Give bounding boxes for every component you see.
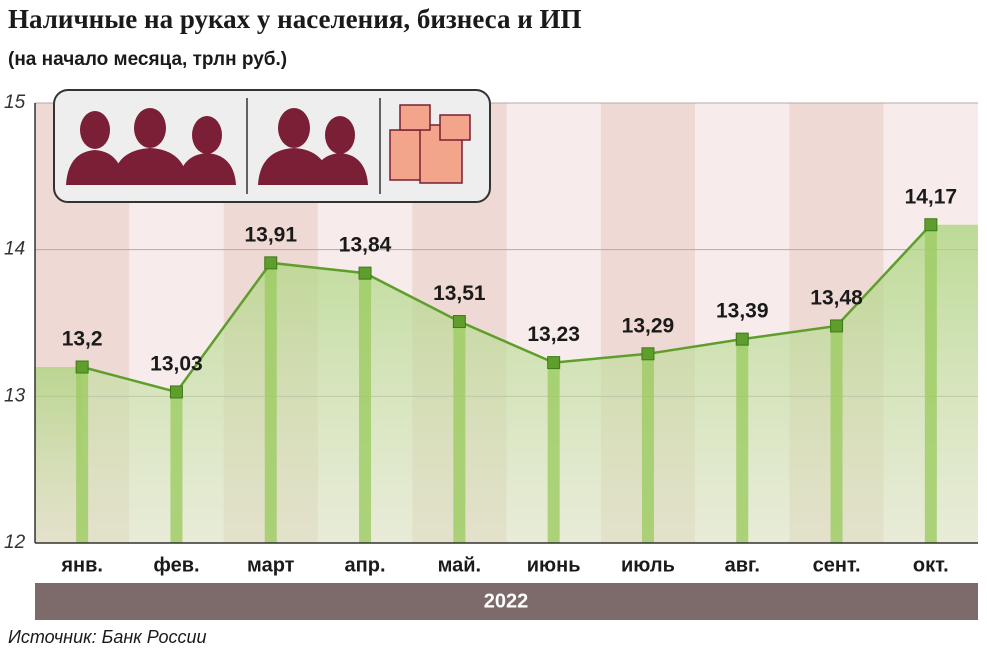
x-tick-label: июль bbox=[621, 554, 675, 576]
source: Источник: Банк России bbox=[8, 627, 207, 647]
drop-bar bbox=[641, 353, 654, 543]
area-edge bbox=[35, 367, 83, 543]
y-tick-label: 12 bbox=[4, 532, 26, 553]
marker bbox=[924, 218, 938, 232]
x-tick-label: апр. bbox=[345, 554, 386, 576]
value-label: 13,51 bbox=[433, 282, 486, 305]
area bbox=[82, 224, 931, 543]
drop-bar bbox=[359, 273, 372, 543]
x-tick-label: фев. bbox=[153, 554, 199, 576]
drop-bar bbox=[547, 362, 560, 543]
x-tick-label: май. bbox=[438, 554, 482, 576]
drop-bar bbox=[830, 325, 843, 543]
value-label: 13,48 bbox=[810, 286, 863, 309]
value-label: 14,17 bbox=[905, 185, 958, 208]
chart-subtitle: (на начало месяца, трлн руб.) bbox=[8, 49, 287, 70]
value-label: 13,2 bbox=[62, 328, 103, 351]
marker bbox=[641, 347, 655, 361]
y-tick-label: 15 bbox=[4, 92, 26, 113]
x-tick-label: март bbox=[247, 554, 295, 576]
value-label: 13,91 bbox=[244, 223, 297, 246]
y-tick-label: 13 bbox=[4, 385, 26, 406]
marker bbox=[735, 332, 749, 346]
period-label: 2022 bbox=[484, 590, 529, 612]
drop-bar bbox=[76, 367, 89, 543]
x-tick-label: янв. bbox=[60, 554, 103, 576]
drop-bar bbox=[453, 321, 466, 543]
plot: 12 13 14 15 13,2 13,03 13,91 13,84 13,51 13,23 13,… bbox=[4, 92, 978, 576]
value-label: 13,29 bbox=[622, 314, 675, 337]
drop-bar bbox=[264, 262, 277, 543]
marker bbox=[452, 315, 466, 329]
marker bbox=[169, 385, 183, 399]
x-tick-label: авг. bbox=[725, 554, 760, 576]
marker bbox=[75, 360, 89, 374]
y-tick-label: 14 bbox=[4, 239, 25, 260]
chart-title: Наличные на руках у населения, бизнеса и… bbox=[8, 4, 582, 34]
value-label: 13,03 bbox=[150, 352, 203, 375]
drop-bar bbox=[736, 339, 749, 543]
marker bbox=[547, 356, 561, 370]
x-tick-label: июнь bbox=[527, 554, 581, 576]
marker bbox=[264, 256, 278, 270]
value-label: 13,84 bbox=[339, 234, 392, 257]
value-label: 13,23 bbox=[527, 323, 580, 346]
marker bbox=[358, 266, 372, 280]
drop-bar bbox=[924, 224, 937, 543]
value-label: 13,39 bbox=[716, 300, 769, 323]
period-band bbox=[35, 583, 978, 620]
drop-bar bbox=[170, 391, 183, 543]
line bbox=[81, 223, 932, 394]
x-tick-label: окт. bbox=[913, 554, 949, 576]
x-tick-label: сент. bbox=[813, 554, 861, 576]
marker bbox=[830, 319, 844, 333]
icon-panel bbox=[53, 89, 491, 203]
area-edge bbox=[930, 224, 978, 543]
